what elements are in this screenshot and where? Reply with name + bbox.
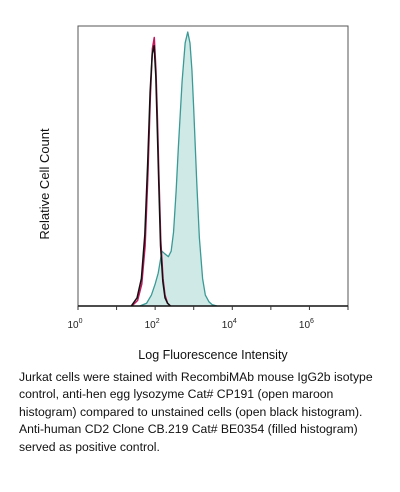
y-axis-label-text: Relative Cell Count (36, 128, 52, 240)
plot-frame (77, 25, 349, 307)
x-tick-label: 104 (222, 318, 237, 331)
figure-caption: Jurkat cells were stained with RecombiMA… (19, 370, 373, 454)
series-0-line (139, 31, 218, 307)
x-axis-label: Log Fluorescence Intensity (138, 348, 288, 362)
x-tick-label: 106 (299, 318, 314, 331)
x-tick-label: 100 (67, 318, 82, 331)
series-0-fill (139, 32, 217, 306)
histogram-plot: 100 102 104 106 (67, 25, 349, 331)
y-axis-label: Relative Cell Count (36, 128, 52, 239)
series-2-line (130, 44, 172, 307)
x-tick-label: 102 (145, 318, 160, 331)
